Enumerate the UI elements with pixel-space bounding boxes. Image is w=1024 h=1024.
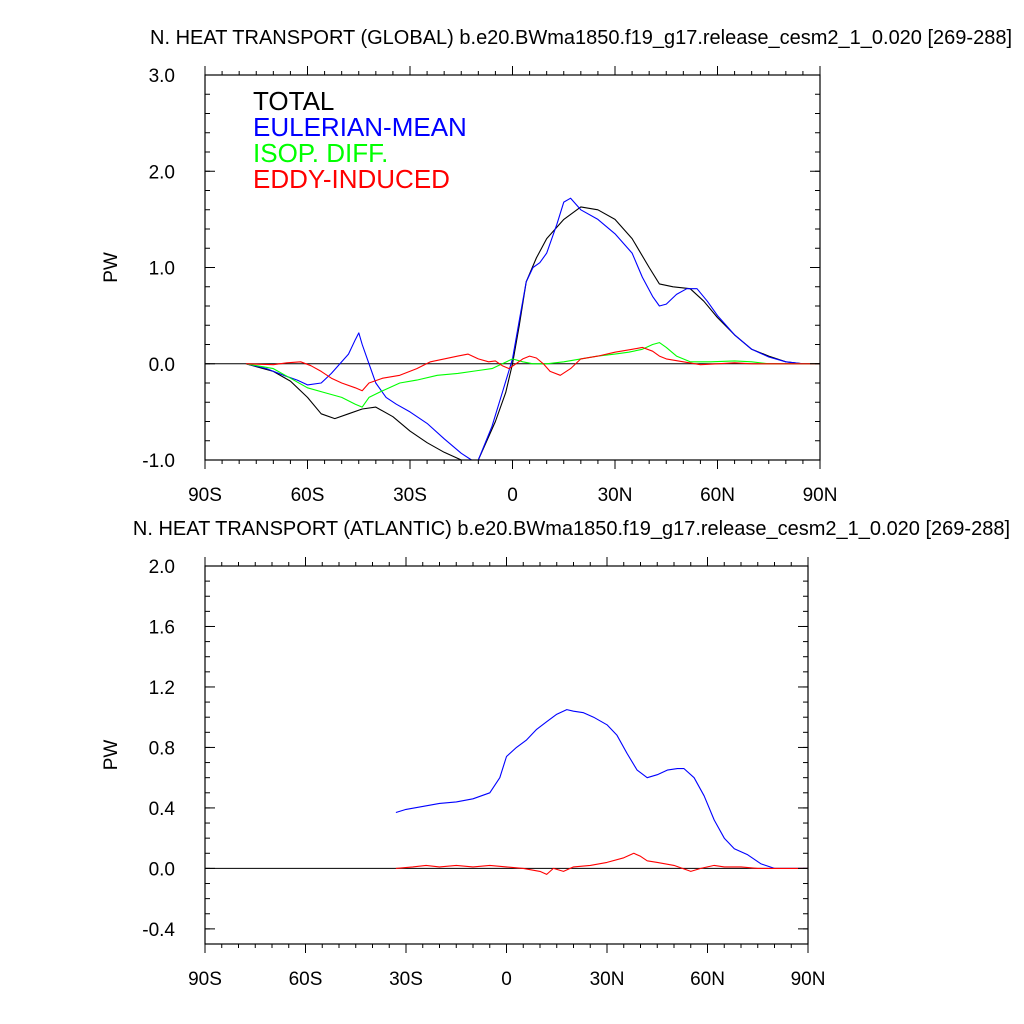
series-line-eulerian-mean [395,709,808,869]
x-tick-label: 90S [188,485,222,506]
series-line-isop-diff [245,342,820,408]
x-tick-label: 90N [791,969,826,990]
chart-title: N. HEAT TRANSPORT (GLOBAL) b.e20.BWma185… [150,27,1012,49]
y-tick-label: 1.0 [149,259,175,280]
y-tick-label: 2.0 [149,557,175,578]
x-tick-label: 30S [389,969,423,990]
x-tick-label: 60S [289,969,323,990]
series-line-eddy-induced [245,346,820,392]
x-tick-label: 30N [598,485,633,506]
y-tick-label: 0.0 [149,859,175,880]
x-tick-label: 60N [700,485,735,506]
series-line-eddy-induced [395,852,808,875]
chart-panel-2: N. HEAT TRANSPORT (ATLANTIC) b.e20.BWma1… [101,518,1010,990]
chart-panel-1: N. HEAT TRANSPORT (GLOBAL) b.e20.BWma185… [101,27,1012,506]
y-tick-label: -1.0 [142,451,175,472]
x-tick-label: 90N [803,485,838,506]
x-tick-label: 60S [291,485,325,506]
legend-entry-eulerian-mean: EULERIAN-MEAN [253,112,467,142]
y-tick-label: 0.4 [149,799,176,820]
y-tick-label: 2.0 [149,162,175,183]
x-tick-label: 0 [507,485,518,506]
x-tick-label: 30S [393,485,427,506]
series-line-eulerian-mean [245,197,820,460]
plot-frame [204,565,809,945]
y-tick-label: 1.2 [149,678,175,699]
y-tick-label: 0.0 [149,355,175,376]
x-tick-label: 60N [690,969,725,990]
y-tick-label: 1.6 [149,617,175,638]
series-group [395,709,808,875]
y-axis-label: PW [101,252,122,283]
legend-entry-eddy-induced: EDDY-INDUCED [253,164,450,194]
series-group [245,197,820,460]
y-tick-label: 0.8 [149,738,175,759]
x-tick-label: 30N [590,969,625,990]
y-axis-label: PW [101,740,122,771]
y-tick-label: -0.4 [142,920,175,941]
legend-entry-isop-diff: ISOP. DIFF. [253,138,388,168]
x-tick-label: 0 [501,969,512,990]
chart-title: N. HEAT TRANSPORT (ATLANTIC) b.e20.BWma1… [133,518,1010,540]
x-tick-label: 90S [188,969,222,990]
legend-entry-total: TOTAL [253,86,334,116]
y-tick-label: 3.0 [149,66,175,87]
